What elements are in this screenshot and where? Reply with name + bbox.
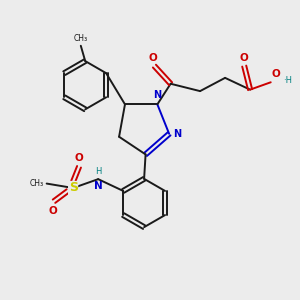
Text: ·H: ·H (283, 76, 292, 85)
Text: O: O (272, 69, 281, 79)
Text: N: N (94, 181, 103, 190)
Text: O: O (48, 206, 57, 216)
Text: N: N (153, 90, 161, 100)
Text: O: O (148, 52, 157, 62)
Text: O: O (75, 153, 83, 163)
Text: S: S (69, 182, 78, 194)
Text: N: N (173, 129, 181, 139)
Text: H: H (95, 167, 101, 176)
Text: O: O (240, 52, 249, 62)
Text: CH₃: CH₃ (74, 34, 88, 43)
Text: CH₃: CH₃ (30, 179, 44, 188)
